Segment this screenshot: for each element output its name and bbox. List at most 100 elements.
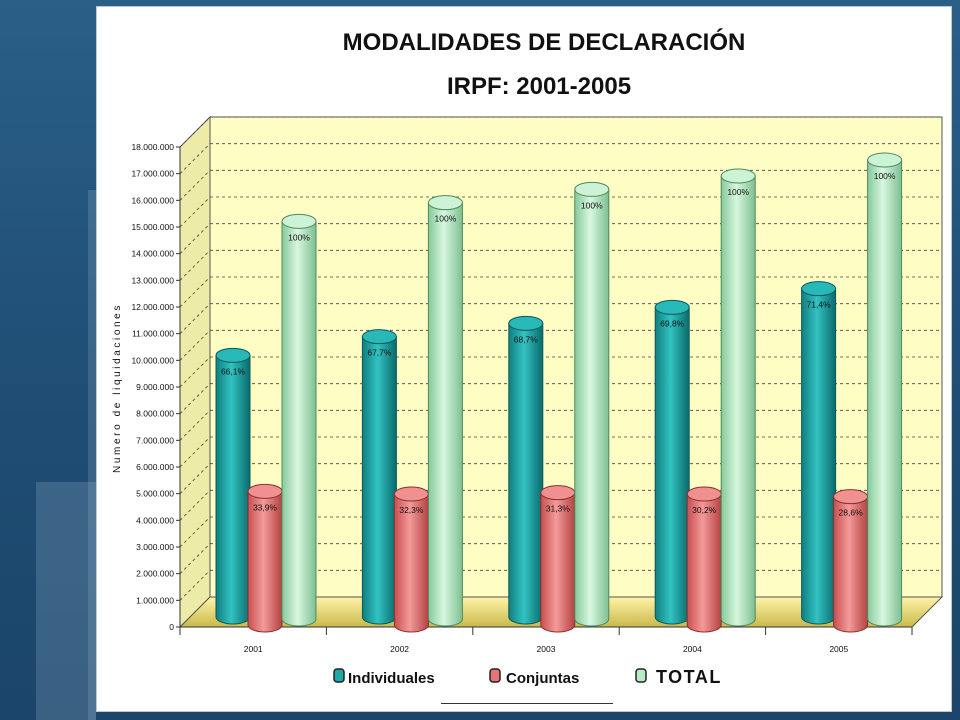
y-tick-label: 9.000.000	[136, 382, 174, 392]
bar-body	[427, 202, 463, 627]
data-label: 100%	[727, 187, 749, 197]
x-tick-label: 2003	[537, 644, 556, 654]
bar-body	[867, 159, 903, 627]
legend-label-total: TOTAL	[656, 667, 722, 687]
data-label: 28,6%	[839, 508, 864, 518]
legend-label-individuales: Individuales	[348, 670, 435, 687]
bar-individuales-2005	[801, 281, 837, 625]
data-label: 100%	[581, 200, 603, 210]
gridline-side	[179, 383, 211, 414]
data-label: 100%	[435, 214, 457, 224]
bar-conjuntas-2002	[393, 486, 429, 633]
gridline-side	[179, 543, 211, 574]
bar-conjuntas-2001	[247, 483, 283, 633]
y-tick-label: 6.000.000	[136, 462, 174, 472]
bar-body	[720, 175, 756, 627]
x-tick-label: 2001	[244, 644, 263, 654]
bar-body	[801, 288, 837, 625]
data-label: 68,7%	[514, 334, 539, 344]
gridline-side	[179, 196, 211, 228]
bar-top	[281, 213, 317, 229]
y-tick-label: 12.000.000	[131, 302, 174, 312]
y-tick-label: 11.000.000	[132, 329, 174, 339]
bar-individuales-2002	[361, 329, 397, 625]
y-tick-label: 13.000.000	[131, 275, 174, 285]
bar-top	[574, 181, 610, 197]
gridline-side	[179, 570, 211, 601]
gridline-side	[179, 516, 211, 548]
divider-line	[441, 703, 613, 704]
decorative-bar	[88, 190, 96, 720]
gridline-side	[179, 143, 211, 174]
bar-top	[361, 329, 397, 345]
gridline-side	[179, 303, 211, 334]
data-label: 30,2%	[692, 505, 717, 515]
gridline-side	[179, 410, 211, 441]
data-label: 31,3%	[546, 504, 571, 514]
y-tick-label: 16.000.000	[131, 195, 174, 205]
bar-top	[801, 281, 837, 297]
data-label: 69,8%	[660, 318, 685, 328]
bar-conjuntas-2004	[686, 486, 722, 633]
bar-individuales-2003	[508, 315, 544, 625]
bar-top	[833, 489, 869, 505]
chart-subtitle: IRPF: 2001-2005	[446, 73, 632, 100]
y-tick-label: 1.000.000	[136, 595, 174, 605]
data-label: 67,7%	[367, 348, 392, 358]
y-tick-label: 17.000.000	[131, 169, 174, 179]
bar-total-2005	[867, 152, 903, 627]
bar-top	[867, 152, 903, 168]
gridline-side	[179, 436, 211, 468]
data-label: 66,1%	[221, 366, 246, 376]
gridline-side	[179, 276, 211, 308]
data-label: 100%	[874, 171, 896, 181]
bar-body	[833, 496, 869, 633]
decorative-block	[36, 482, 96, 720]
gridline-side	[179, 170, 211, 201]
bar-top	[393, 486, 429, 502]
bar-body	[215, 354, 251, 625]
legend-label-conjuntas: Conjuntas	[506, 670, 579, 687]
bar-body	[540, 492, 576, 633]
bar-body	[508, 322, 544, 625]
bar-individuales-2001	[215, 347, 251, 625]
data-label: 71,4%	[807, 300, 832, 310]
bar-total-2002	[427, 195, 463, 627]
y-tick-label: 3.000.000	[136, 542, 174, 552]
bar-top	[540, 485, 576, 501]
bar-top	[215, 347, 251, 363]
bar-top	[247, 483, 283, 499]
bar-body	[574, 188, 610, 627]
bar-top	[720, 168, 756, 184]
legend-swatch-conjuntas	[489, 668, 501, 683]
bar-body	[393, 493, 429, 633]
x-tick-label: 2004	[683, 644, 702, 654]
bar-total-2003	[574, 181, 610, 627]
gridline-side	[179, 116, 211, 148]
x-tick-label: 2005	[829, 644, 848, 654]
data-label: 32,3%	[399, 505, 424, 515]
gridline-side	[179, 490, 211, 521]
y-tick-label: 5.000.000	[136, 489, 174, 499]
y-tick-label: 8.000.000	[136, 409, 174, 419]
bar-conjuntas-2005	[833, 489, 869, 633]
legend-swatch-individuales	[333, 668, 345, 683]
y-tick-label: 15.000.000	[131, 222, 174, 232]
y-axis-label: Numero de liquidaciones	[112, 303, 123, 473]
bar-top	[427, 195, 463, 211]
y-tick-label: 14.000.000	[131, 249, 174, 259]
bar-body	[247, 490, 283, 633]
bar-body	[686, 493, 722, 633]
y-tick-label: 2.000.000	[136, 569, 174, 579]
bar-conjuntas-2003	[540, 485, 576, 633]
y-tick-label: 4.000.000	[136, 515, 174, 525]
gridline-side	[179, 356, 211, 388]
chart-title: MODALIDADES DE DECLARACIÓN	[342, 29, 746, 56]
bar-total-2001	[281, 213, 317, 627]
bar-body	[361, 336, 397, 625]
gridline-side	[179, 330, 211, 361]
data-label: 100%	[288, 232, 310, 242]
gridline-side	[179, 250, 211, 281]
gridline-side	[179, 223, 211, 254]
